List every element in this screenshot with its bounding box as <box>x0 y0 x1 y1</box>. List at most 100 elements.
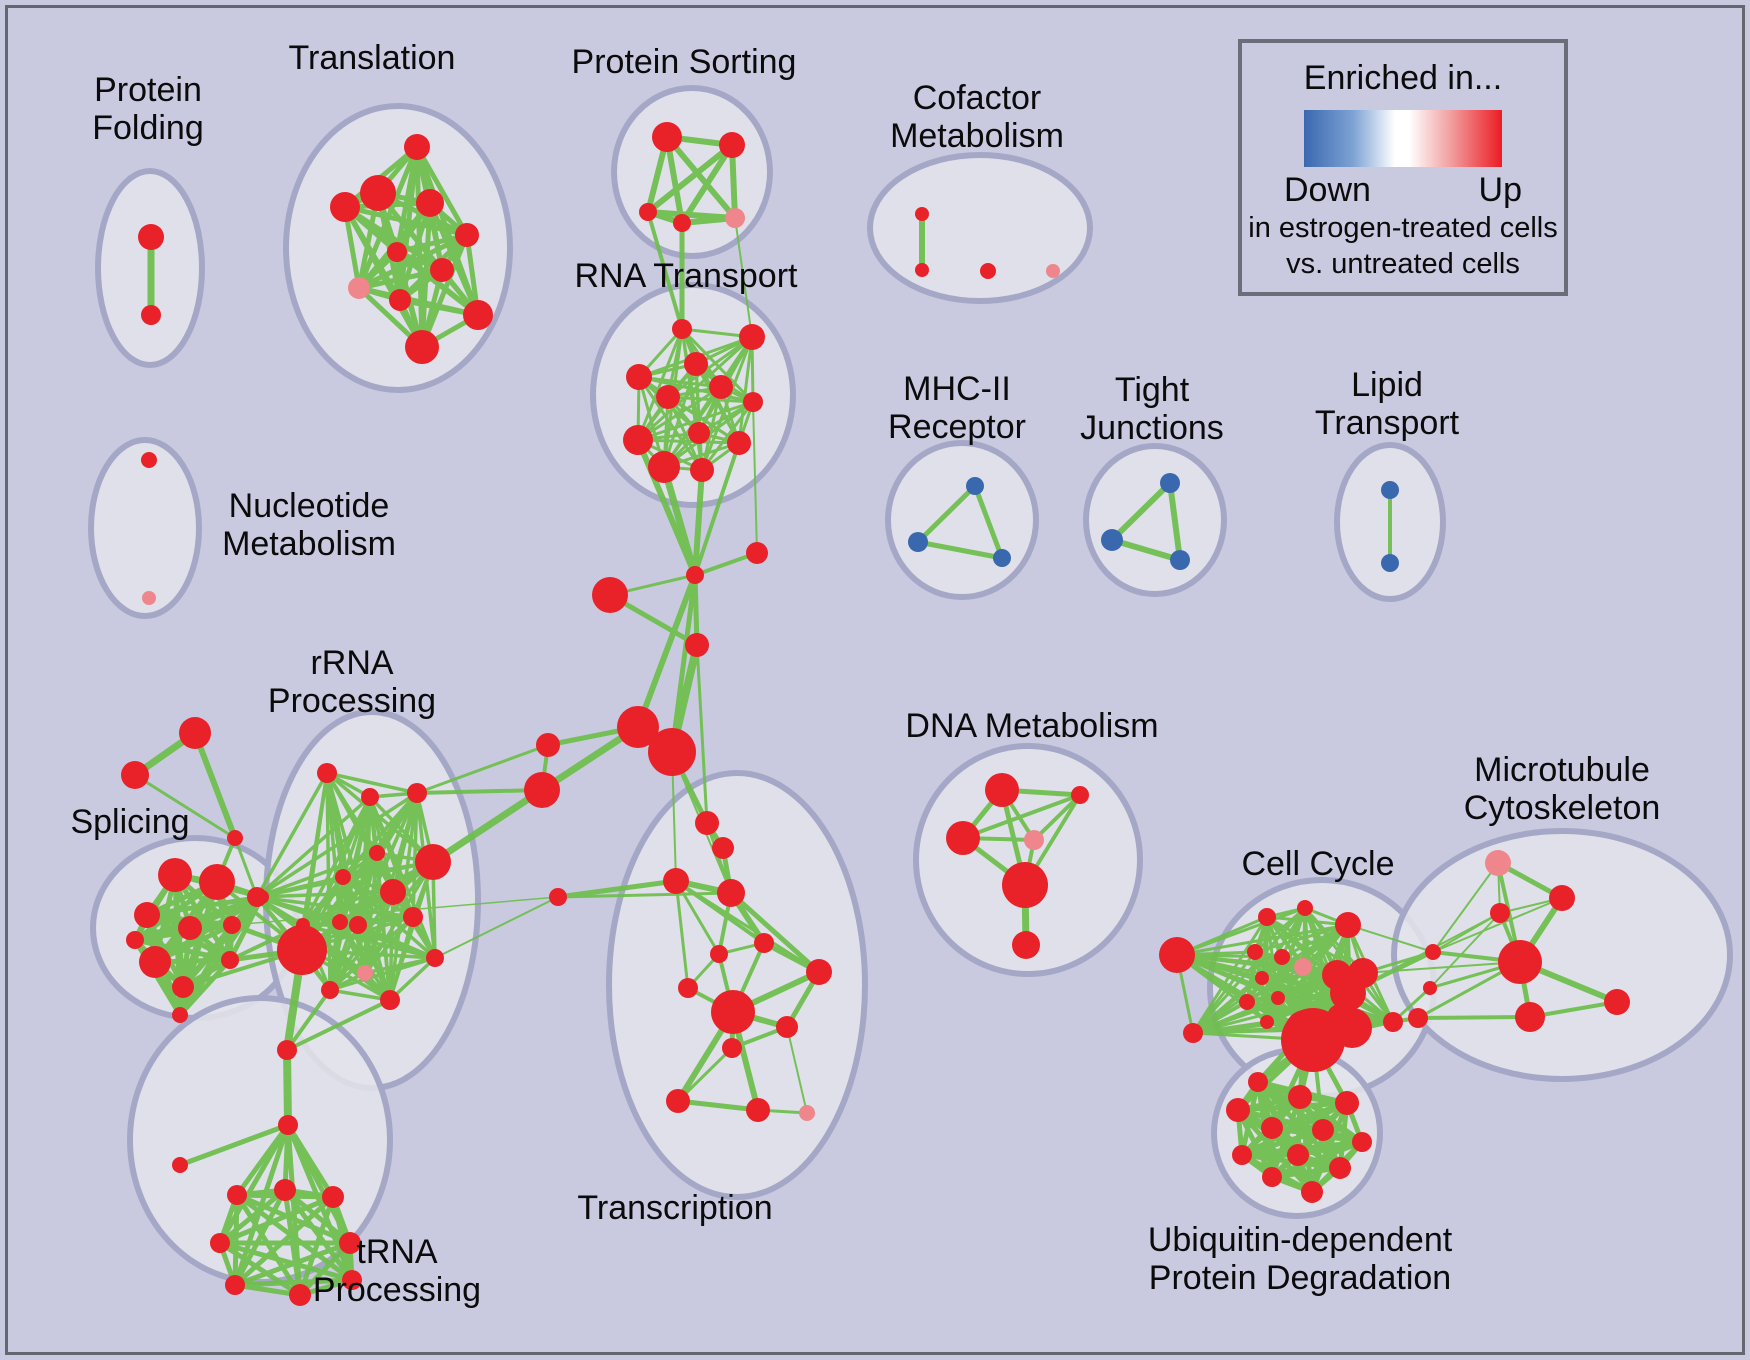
edge <box>1362 961 1521 974</box>
node-translation-3 <box>416 189 444 217</box>
edge <box>415 743 550 795</box>
node-transcription-5 <box>710 945 728 963</box>
node-cofactor-0 <box>915 207 929 221</box>
node-ubiquitin-2 <box>1335 1091 1359 1115</box>
node-rna_transport-3 <box>626 364 652 390</box>
edge <box>356 267 445 291</box>
node-rrna-8 <box>349 916 367 934</box>
node-translation-5 <box>387 242 407 262</box>
edge <box>1175 906 1307 957</box>
node-microtubule-6 <box>1425 944 1441 960</box>
node-lipid-1 <box>1381 554 1399 572</box>
edge <box>1239 1127 1326 1158</box>
edge <box>255 851 379 899</box>
legend-subtitle-line1: in estrogen-treated cells <box>1248 212 1558 244</box>
node-rna_transport-5 <box>656 385 680 409</box>
node-rrna-4 <box>335 869 351 885</box>
cluster-tight-outline <box>1083 443 1227 597</box>
node-trna-8 <box>342 1270 362 1290</box>
edge <box>232 1187 288 1288</box>
node-cell_cycle-2 <box>1258 908 1276 926</box>
node-connectors-8 <box>648 728 696 776</box>
node-protein_sorting-1 <box>719 132 745 158</box>
node-cofactor-3 <box>1046 264 1060 278</box>
edge <box>152 894 265 965</box>
edge <box>414 144 470 238</box>
edge <box>693 441 741 577</box>
node-translation-8 <box>389 289 411 311</box>
node-connectors-0 <box>179 717 211 749</box>
node-transcription-3 <box>717 879 745 907</box>
legend-extremes-row: Down Up <box>1284 171 1522 210</box>
edge <box>1109 480 1173 543</box>
edge <box>1167 480 1183 563</box>
cluster-translation-label: Translation <box>289 39 456 77</box>
edge <box>217 1187 288 1246</box>
node-splicing-3 <box>178 916 202 940</box>
edge <box>676 1046 734 1103</box>
node-ubiquitin-7 <box>1232 1145 1252 1165</box>
edge <box>1235 1100 1350 1113</box>
edge <box>1265 955 1284 1024</box>
edge <box>1253 923 1350 954</box>
legend-up-label: Up <box>1478 171 1522 209</box>
edge <box>231 896 559 926</box>
edge <box>328 988 392 1002</box>
node-dna-5 <box>1012 931 1040 959</box>
node-connectors-12 <box>277 1040 297 1060</box>
edge <box>786 1026 808 1114</box>
edge <box>675 1098 761 1113</box>
edge <box>695 643 709 825</box>
node-cell_cycle-4 <box>1335 912 1361 938</box>
edge <box>283 1046 292 1129</box>
edge <box>1253 906 1307 954</box>
edge <box>1432 897 1563 953</box>
cluster-cofactor-outline <box>867 152 1093 304</box>
node-rrna-7 <box>332 914 348 930</box>
legend-title: Enriched in... <box>1303 59 1503 97</box>
node-transcription-13 <box>799 1105 815 1121</box>
node-dna-3 <box>1024 830 1044 850</box>
cluster-mhc-label: MHC-II Receptor <box>888 370 1026 446</box>
edge <box>1245 950 1257 1004</box>
node-transcription-11 <box>666 1089 690 1113</box>
edge <box>752 401 758 554</box>
cluster-tight-label: Tight Junctions <box>1080 371 1224 447</box>
node-rrna-3 <box>369 845 385 861</box>
node-cell_cycle-3 <box>1297 900 1313 916</box>
node-connectors-2 <box>227 830 243 846</box>
edge <box>177 1122 291 1168</box>
edge <box>1432 862 1499 953</box>
node-trna-5 <box>339 1232 361 1254</box>
node-splicing-9 <box>172 1007 188 1023</box>
node-protein_folding-0 <box>138 224 164 250</box>
node-connectors-6 <box>746 542 768 564</box>
edge <box>961 793 1082 840</box>
node-connectors-4 <box>592 577 628 613</box>
edge <box>666 395 755 404</box>
node-cell_cycle-1 <box>1183 1023 1203 1043</box>
cluster-protein_sorting-outline <box>611 85 773 259</box>
edge <box>255 795 372 899</box>
node-rna_transport-8 <box>623 425 653 455</box>
edge <box>1347 924 1434 953</box>
edge <box>234 1192 355 1283</box>
edge <box>301 923 437 960</box>
cluster-mhc-outline <box>885 440 1039 600</box>
node-trna-2 <box>274 1179 296 1201</box>
node-translation-6 <box>430 258 454 282</box>
node-ubiquitin-11 <box>1301 1181 1323 1203</box>
edge <box>285 988 332 1052</box>
edge <box>427 200 481 318</box>
node-translation-4 <box>455 223 479 247</box>
node-rna_transport-6 <box>743 392 763 412</box>
edge <box>133 773 237 840</box>
edge <box>217 1122 291 1246</box>
edge <box>388 915 415 1002</box>
node-dna-1 <box>1071 786 1089 804</box>
edge <box>1191 915 1269 1035</box>
node-cell_cycle-11 <box>1239 994 1255 1010</box>
node-transcription-6 <box>806 959 832 985</box>
